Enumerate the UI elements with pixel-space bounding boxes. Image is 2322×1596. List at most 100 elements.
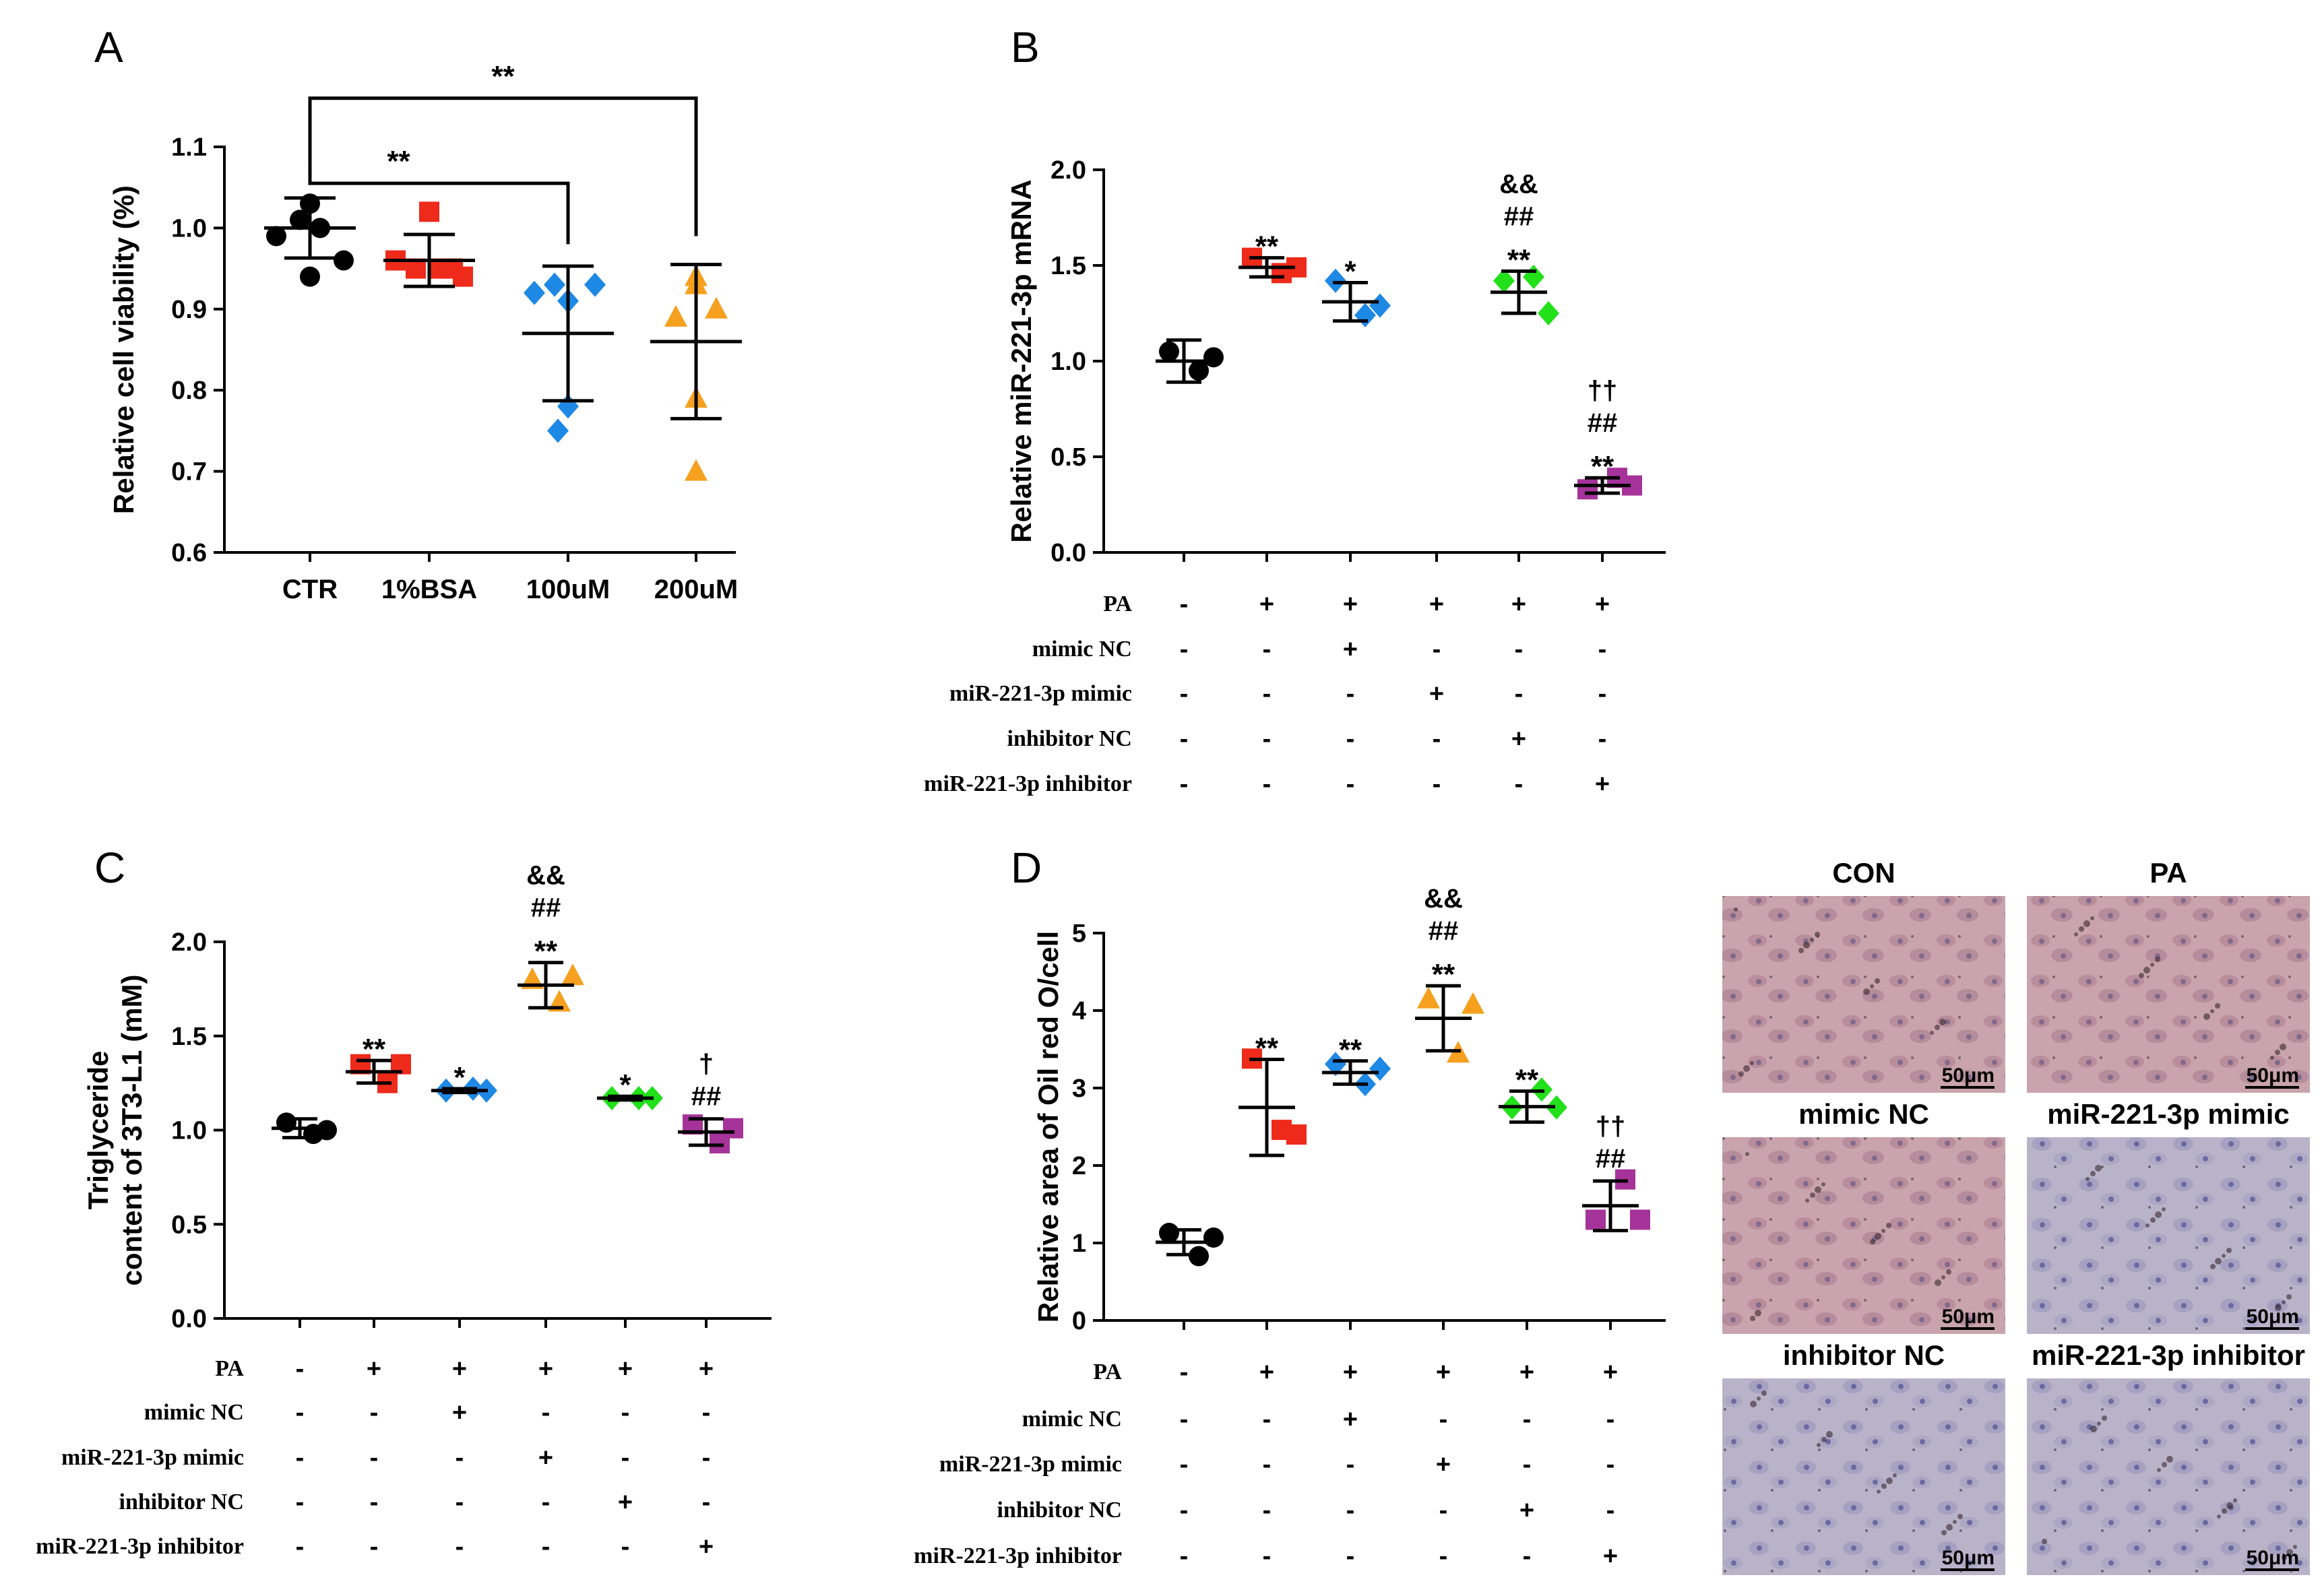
lipid-droplet: [1941, 1275, 1945, 1279]
lipid-droplet: [1750, 1061, 1754, 1065]
y-tick-label: 0.0: [1050, 539, 1086, 567]
treatment-sign: +: [1436, 1450, 1451, 1479]
x-category-label: CTR: [282, 575, 338, 604]
treatment-sign: -: [1523, 1405, 1532, 1434]
treatment-sign: -: [370, 1488, 379, 1517]
treatment-sign: -: [456, 1488, 464, 1517]
lipid-droplet: [2293, 1545, 2297, 1549]
treatment-sign: +: [452, 1399, 467, 1427]
treatment-sign: -: [1346, 1450, 1355, 1479]
treatment-sign: -: [1515, 770, 1524, 798]
significance-label: **: [1432, 958, 1455, 991]
significance-label: **: [363, 1033, 386, 1066]
lipid-droplet: [1941, 1530, 1947, 1535]
treatment-sign: -: [1606, 1496, 1615, 1525]
data-point: [1203, 1227, 1224, 1248]
treatment-sign: -: [1263, 770, 1272, 798]
lipid-droplet: [1821, 1437, 1827, 1442]
treatment-sign: -: [296, 1488, 305, 1517]
lipid-droplet: [2145, 1223, 2150, 1227]
lipid-droplet: [1810, 938, 1814, 942]
treatment-sign: -: [1346, 770, 1355, 798]
significance-bracket: [308, 96, 698, 236]
data-point: [1586, 1209, 1606, 1230]
treatment-row-label: miR-221-3p inhibitor: [914, 1543, 1122, 1568]
lipid-droplet: [1757, 1397, 1761, 1401]
treatment-sign: -: [1433, 635, 1441, 664]
micrograph-image: [1722, 1137, 2005, 1334]
treatment-sign: -: [1180, 635, 1189, 664]
significance-label: **: [491, 60, 515, 93]
treatment-sign: -: [296, 1533, 305, 1561]
treatment-sign: +: [1259, 590, 1274, 618]
data-point: [1189, 360, 1209, 381]
treatment-sign: -: [1606, 1405, 1615, 1434]
y-tick-label: 0.7: [171, 458, 207, 486]
significance-label: ##: [1504, 202, 1534, 232]
y-tick-label: 0.6: [171, 539, 207, 567]
treatment-sign: -: [1346, 680, 1355, 708]
treatment-sign: -: [621, 1444, 630, 1472]
significance-bracket: [308, 163, 570, 245]
y-axis-label: Relative miR-221-3p mRNA: [1005, 179, 1037, 542]
y-axis-label: Triglyceride: [82, 1051, 114, 1210]
treatment-sign: -: [1523, 1542, 1532, 1570]
data-point: [1286, 1124, 1307, 1145]
treatment-sign: -: [702, 1444, 711, 1472]
y-tick-label: 0: [1072, 1307, 1086, 1335]
data-point: [1577, 479, 1598, 500]
treatment-sign: -: [1180, 725, 1189, 753]
micrograph-label: miR-221-3p inhibitor: [2032, 1339, 2305, 1371]
micrograph-label: miR-221-3p mimic: [2047, 1098, 2289, 1130]
lipid-droplet: [1817, 1443, 1821, 1447]
data-point: [1493, 268, 1515, 293]
treatment-row-label: inhibitor NC: [119, 1490, 244, 1514]
data-point: [547, 418, 569, 443]
treatment-sign: -: [1263, 680, 1272, 708]
y-tick-label: 1: [1072, 1230, 1086, 1258]
treatment-sign: -: [542, 1533, 551, 1561]
lipid-droplet: [2282, 1555, 2287, 1560]
x-category-label: 1%BSA: [381, 575, 477, 604]
treatment-sign: -: [1180, 1496, 1189, 1525]
micrograph-image: [2027, 1137, 2310, 1334]
lipid-droplet: [1953, 1520, 1957, 1524]
lipid-droplet: [1863, 988, 1870, 995]
lipid-droplet: [1798, 948, 1804, 953]
panel-letter: D: [1011, 843, 1042, 892]
lipid-droplet: [2222, 1508, 2227, 1514]
significance-label: ##: [1588, 408, 1618, 438]
significance-label: &&: [1499, 170, 1538, 199]
treatment-sign: -: [296, 1444, 305, 1472]
scale-bar-label: 50μm: [1942, 1064, 1995, 1087]
y-tick-label: 1.5: [1050, 252, 1086, 280]
significance-label: **: [1507, 244, 1531, 277]
scale-bar-label: 50μm: [1942, 1547, 1995, 1569]
lipid-droplet: [1886, 1477, 1893, 1484]
lipid-droplet: [1870, 1239, 1875, 1244]
lipid-droplet: [2162, 1462, 2167, 1467]
lipid-droplet: [2210, 1009, 2214, 1013]
treatment-sign: -: [1598, 635, 1607, 664]
treatment-row-label: inhibitor NC: [997, 1498, 1122, 1523]
treatment-sign: -: [1180, 1358, 1189, 1386]
treatment-sign: -: [1346, 1542, 1355, 1570]
lipid-droplet: [1893, 1473, 1897, 1477]
lipid-droplet: [2215, 1003, 2220, 1009]
lipid-droplet: [1738, 1071, 1744, 1077]
data-point: [723, 1118, 743, 1139]
treatment-sign: -: [1523, 1450, 1532, 1479]
y-tick-label: 0.5: [171, 1211, 207, 1239]
treatment-sign: +: [1343, 635, 1358, 664]
lipid-droplet: [1946, 1269, 1951, 1275]
treatment-sign: +: [452, 1355, 467, 1383]
treatment-sign: +: [1343, 1405, 1358, 1434]
treatment-sign: +: [1343, 1358, 1358, 1386]
y-tick-label: 1.0: [171, 214, 207, 243]
lipid-droplet: [1750, 1401, 1757, 1407]
data-point: [685, 459, 708, 481]
treatment-row-label: mimic NC: [144, 1400, 244, 1425]
treatment-sign: +: [1603, 1542, 1618, 1570]
micrograph-image: [2027, 896, 2310, 1093]
data-point: [334, 250, 354, 271]
